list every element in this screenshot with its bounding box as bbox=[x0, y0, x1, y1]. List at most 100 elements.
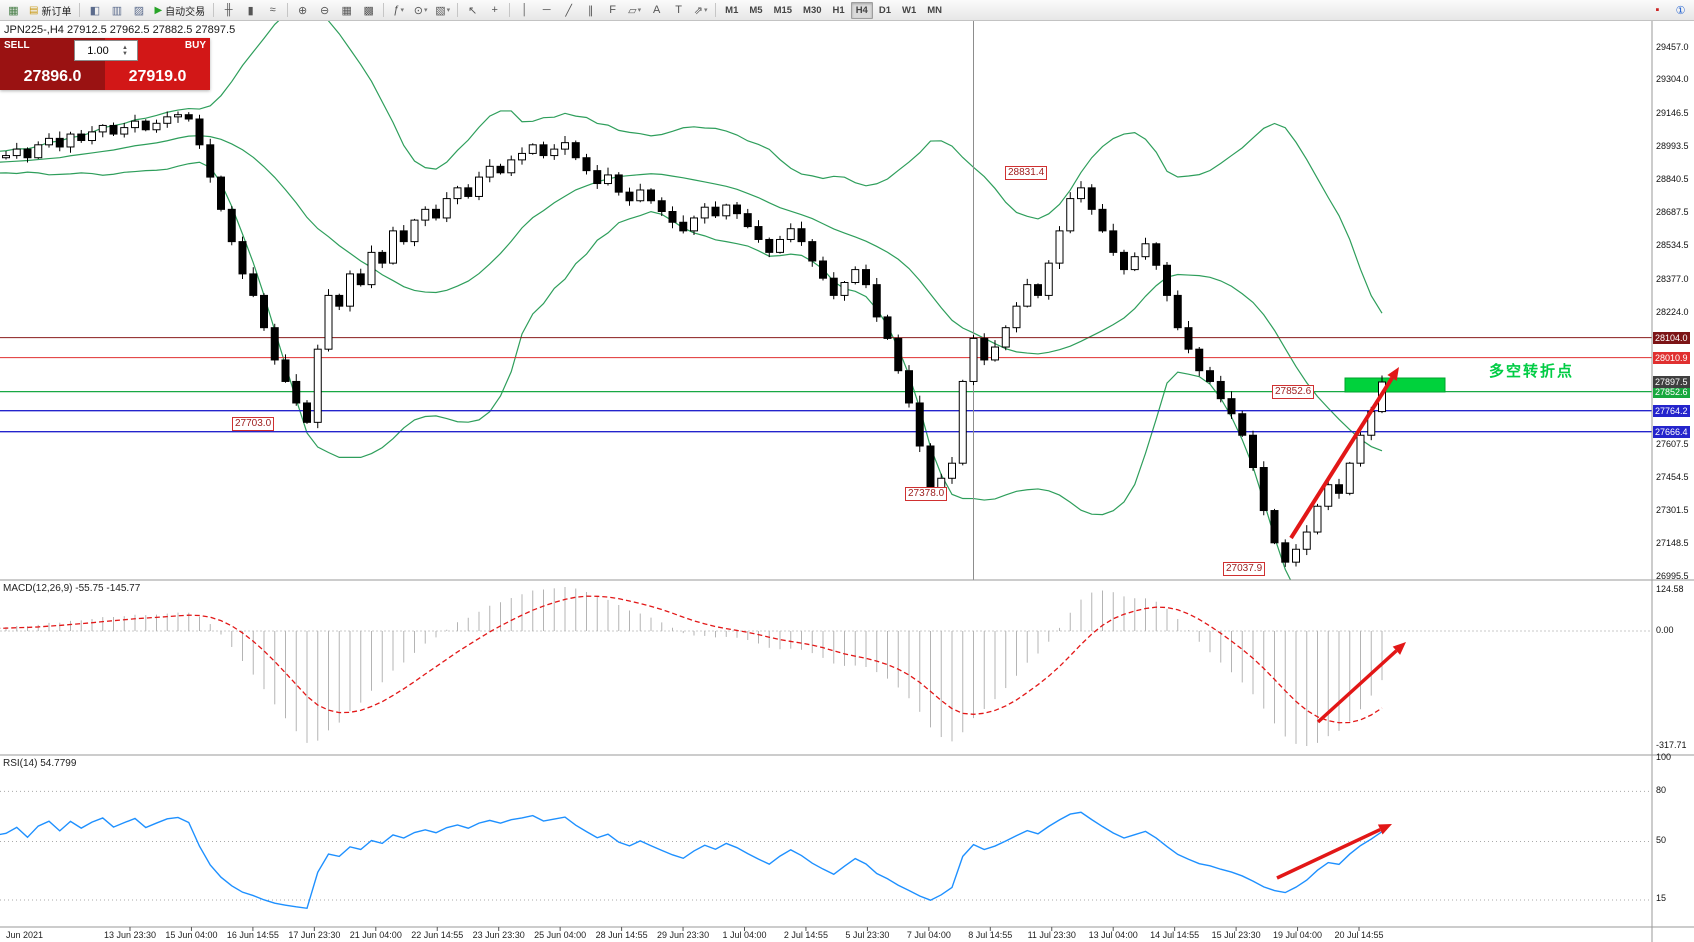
crosshair-icon[interactable]: + bbox=[491, 4, 498, 16]
buy-label: BUY bbox=[184, 40, 206, 51]
zoom-in-icon[interactable]: ⊕ bbox=[298, 4, 308, 17]
spinner-down-icon[interactable]: ▼ bbox=[122, 50, 128, 57]
arrows-icon[interactable]: ⇗ ▾ bbox=[693, 4, 708, 17]
volume-spinner[interactable]: ▲ ▼ bbox=[122, 45, 128, 57]
market-watch-icon[interactable]: ◧ bbox=[89, 4, 101, 17]
time-axis-label[interactable]: 8 Jul 14:55 bbox=[968, 930, 1013, 940]
channel-icon[interactable]: ∥ bbox=[587, 4, 594, 17]
time-axis-label[interactable]: 1 Jul 04:00 bbox=[722, 930, 767, 940]
timeframe-m15-button[interactable]: M15 bbox=[773, 4, 793, 16]
new-order-button-icon: ▤ bbox=[29, 4, 39, 16]
time-axis-label[interactable]: 15 Jul 23:30 bbox=[1211, 930, 1261, 940]
time-axis-label[interactable]: Jun 2021 bbox=[6, 930, 44, 940]
time-axis-label[interactable]: 22 Jun 14:55 bbox=[411, 930, 464, 940]
price-axis-flag: 27852.6 bbox=[1653, 385, 1690, 398]
timeframe-m1-button[interactable]: M1 bbox=[725, 4, 739, 16]
autotrading-button[interactable]: ▶ 自动交易 bbox=[150, 2, 209, 18]
toolbar-separator bbox=[213, 3, 215, 17]
new-order-button-label: 新订单 bbox=[41, 6, 72, 18]
zoom-out-icon[interactable]: ⊖ bbox=[320, 4, 330, 17]
time-axis-label[interactable]: 17 Jun 23:30 bbox=[288, 930, 341, 940]
timeframe-d1-button[interactable]: D1 bbox=[878, 4, 891, 16]
time-axis-label[interactable]: 25 Jun 04:00 bbox=[534, 930, 587, 940]
time-axis-label[interactable]: 7 Jul 04:00 bbox=[906, 930, 951, 940]
tile-windows-icon[interactable]: ▦ bbox=[341, 4, 352, 17]
dropdown-caret-icon: ▾ bbox=[424, 7, 428, 14]
dropdown-caret-icon: ▾ bbox=[400, 7, 404, 14]
price-axis-label: 27454.5 bbox=[1656, 472, 1689, 483]
macd-indicator-label: MACD(12,26,9) -55.75 -145.77 bbox=[3, 583, 141, 594]
toolbar-separator bbox=[383, 3, 385, 17]
new-order-button[interactable]: ▤ 新订单 bbox=[25, 2, 75, 18]
macd-axis-label: 124.58 bbox=[1656, 584, 1684, 594]
chart-window-icon[interactable]: ▪ bbox=[1655, 4, 1660, 16]
time-axis-label[interactable]: 19 Jul 04:00 bbox=[1273, 930, 1323, 940]
toolbar-separator bbox=[715, 3, 717, 17]
chart-price-label[interactable]: 27037.9 bbox=[1223, 562, 1266, 576]
volume-input[interactable] bbox=[75, 43, 121, 58]
timeframe-h1-button[interactable]: H1 bbox=[832, 4, 845, 16]
line-chart-icon[interactable]: ≈ bbox=[269, 4, 276, 16]
terminal-icon[interactable]: ▨ bbox=[133, 4, 145, 17]
time-axis-label[interactable]: 21 Jun 04:00 bbox=[349, 930, 402, 940]
price-axis-label: 29457.0 bbox=[1656, 41, 1689, 52]
fibonacci-icon[interactable]: F bbox=[609, 4, 617, 16]
chart-price-label[interactable]: 27378.0 bbox=[905, 487, 948, 501]
dropdown-caret-icon: ▾ bbox=[704, 7, 708, 14]
text-icon[interactable]: A bbox=[652, 4, 661, 16]
timeframe-h4-button[interactable]: H4 bbox=[850, 1, 873, 19]
time-axis-label[interactable]: 28 Jun 14:55 bbox=[595, 930, 648, 940]
shapes-icon[interactable]: ▱ ▾ bbox=[628, 4, 642, 17]
price-axis-label: 28534.5 bbox=[1656, 239, 1689, 250]
templates-icon[interactable]: ▧ ▾ bbox=[435, 4, 451, 17]
rsi-axis-label: 80 bbox=[1656, 785, 1667, 795]
chart-price-label[interactable]: 27852.6 bbox=[1272, 385, 1315, 399]
time-axis-label[interactable]: 11 Jul 23:30 bbox=[1027, 930, 1076, 940]
price-axis-flag: 28010.9 bbox=[1653, 351, 1690, 364]
cursor-icon[interactable]: ↖ bbox=[468, 4, 478, 17]
rsi-axis-label: 50 bbox=[1656, 835, 1667, 845]
timeframe-m5-button[interactable]: M5 bbox=[749, 4, 763, 16]
dropdown-caret-icon: ▾ bbox=[637, 7, 642, 14]
trendline-icon[interactable]: ╱ bbox=[565, 4, 572, 17]
cascade-windows-icon[interactable]: ▩ bbox=[363, 4, 374, 17]
time-axis-label[interactable]: 20 Jul 14:55 bbox=[1334, 930, 1384, 940]
time-axis-label[interactable]: 23 Jun 23:30 bbox=[472, 930, 525, 940]
new-chart-icon[interactable]: ▦ bbox=[8, 4, 19, 17]
timeframe-mn-button[interactable]: MN bbox=[927, 4, 943, 16]
periods-icon[interactable]: ⊙ ▾ bbox=[413, 4, 428, 17]
time-axis-label[interactable]: 2 Jul 14:55 bbox=[783, 930, 828, 940]
time-axis-label[interactable]: 14 Jul 14:55 bbox=[1150, 930, 1200, 940]
vertical-line-icon[interactable]: │ bbox=[521, 4, 529, 16]
price-axis-label: 27607.5 bbox=[1656, 439, 1689, 450]
sell-label: SELL bbox=[4, 40, 30, 51]
annotation-note[interactable]: 多空转折点 bbox=[1489, 363, 1575, 380]
toolbar-separator bbox=[287, 3, 289, 17]
account-number-icon[interactable]: ① bbox=[1675, 4, 1686, 17]
price-axis-label: 28377.0 bbox=[1656, 273, 1689, 284]
time-axis-label[interactable]: 29 Jun 23:30 bbox=[657, 930, 710, 940]
toolbar-right-group: ▪ ① bbox=[1647, 1, 1691, 19]
price-axis-label: 29146.5 bbox=[1656, 108, 1689, 119]
horizontal-line-icon[interactable]: ─ bbox=[542, 4, 551, 16]
time-axis-label[interactable]: 13 Jun 23:30 bbox=[103, 930, 157, 940]
text-label-icon[interactable]: T bbox=[675, 4, 683, 16]
navigator-icon[interactable]: ▥ bbox=[111, 4, 123, 17]
time-axis-label[interactable]: 15 Jun 04:00 bbox=[165, 930, 218, 940]
price-axis-label: 27148.5 bbox=[1656, 538, 1689, 549]
indicators-icon[interactable]: ƒ ▾ bbox=[393, 4, 404, 16]
time-axis-label[interactable]: 16 Jun 14:55 bbox=[226, 930, 279, 940]
chart-price-label[interactable]: 27703.0 bbox=[232, 417, 275, 431]
timeframe-w1-button[interactable]: W1 bbox=[902, 4, 917, 16]
price-axis-label: 28840.5 bbox=[1656, 174, 1689, 185]
chart-price-label[interactable]: 28831.4 bbox=[1005, 166, 1048, 180]
spinner-up-icon[interactable]: ▲ bbox=[122, 44, 128, 51]
timeframe-m30-button[interactable]: M30 bbox=[803, 4, 822, 16]
candlestick-chart-icon[interactable]: ▮ bbox=[247, 4, 254, 17]
bar-chart-icon[interactable]: ╫ bbox=[224, 4, 233, 16]
price-axis-flag: 28104.0 bbox=[1653, 331, 1690, 344]
toolbar-separator bbox=[457, 3, 459, 17]
time-axis-label[interactable]: 5 Jul 23:30 bbox=[845, 930, 890, 940]
time-axis-label[interactable]: 13 Jul 04:00 bbox=[1088, 930, 1138, 940]
